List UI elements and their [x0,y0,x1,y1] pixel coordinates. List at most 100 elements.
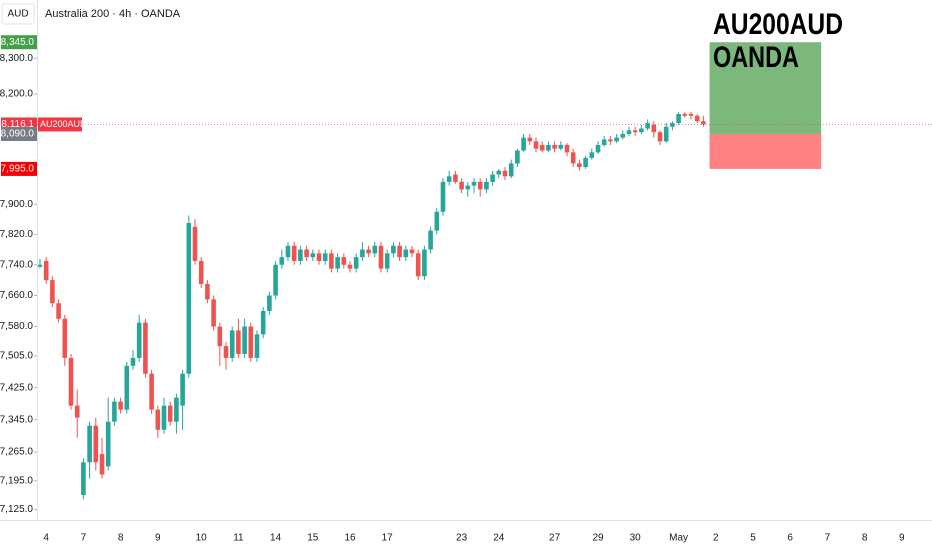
candle-body [440,181,446,212]
candle-body [422,249,427,277]
candle-body [639,128,644,133]
x-tick-label: May [669,533,688,544]
candle-body [186,223,192,374]
candle-body [335,257,340,269]
x-tick-label: 2 [713,533,719,544]
candle-body [37,264,43,267]
candle-body [614,137,619,142]
candle-body [608,139,613,142]
x-tick-label: 6 [787,533,793,544]
candle-body [248,326,254,358]
price-label: 7,995.0 [1,164,35,175]
candle-body [645,123,650,129]
x-tick-label: 5 [750,533,756,544]
x-tick-label: 4 [43,533,49,544]
x-tick-label: 23 [456,533,468,544]
candle-body [167,405,173,422]
symbol-tag-box [38,117,82,132]
candle-body [391,245,396,254]
candle-body [372,245,378,254]
y-tick-label: 7,425.0 [0,382,33,393]
symbol-tag: AU200AUD [40,119,87,129]
price-label: 8,090.0 [1,129,35,140]
price-label-box [1,126,37,141]
price-label: 8,116.1 [1,119,34,130]
price-label: 8,345.0 [1,37,35,48]
candle-body [310,253,316,258]
currency[interactable]: AUD [7,9,28,20]
candle-body [484,181,489,190]
y-tick-label: 7,820.0 [0,229,33,240]
candle-body [651,124,657,133]
candle-body [558,144,564,149]
candle-body [459,181,464,190]
candle-body [291,245,297,261]
candle-body [583,157,588,168]
candle-body [217,326,223,347]
watermark-symbol: AU200AUD [713,8,843,41]
candle-body [564,144,570,153]
candle-body [670,123,675,127]
candle-body [434,211,440,231]
candle-body [508,163,514,177]
candle-body [124,365,130,410]
candle-body [570,152,576,164]
candle-body [446,176,452,182]
candle-body [260,310,266,335]
candle-body [515,150,520,164]
candle-body [595,144,601,153]
candle-body [329,253,334,269]
x-tick-label: 27 [549,533,561,544]
y-tick-label: 7,195.0 [0,475,33,486]
candle-body [74,405,80,418]
currency-box[interactable] [1,3,35,25]
candle-body [477,181,483,190]
candle-body [68,357,74,406]
candle-body [384,253,390,269]
candle-body [105,421,111,467]
x-tick-label: 8 [118,533,124,544]
candle-body [552,144,557,149]
candle-body [93,425,99,463]
y-tick-label: 7,660.0 [0,290,33,301]
x-tick-label: 17 [382,533,394,544]
candle-body [347,264,353,269]
watermark-broker: OANDA [713,41,799,74]
candle-body [99,454,105,475]
price-label-box [1,35,37,50]
candle-body [143,322,148,374]
candle-body [546,144,551,151]
y-tick-label: 8,200.0 [0,89,33,100]
y-tick-label: 7,505.0 [0,351,33,362]
candle-body [471,181,477,186]
candle-body [205,283,210,300]
candle-body [694,115,700,122]
candle-body [229,330,235,358]
candle-body [118,401,123,410]
candle-body [527,137,533,142]
candle-body [701,121,706,125]
candle-body [428,230,433,250]
candle-body [155,409,161,430]
candle-body [403,249,409,258]
candle-body [577,163,582,168]
x-tick-label: 11 [233,533,244,544]
candle-body [43,260,49,281]
candle-body [657,132,663,142]
y-tick-label: 7,740.0 [0,259,33,270]
x-tick-label: 29 [592,533,604,544]
candle-body [366,249,371,254]
candle-body [223,346,229,358]
candle-body [112,401,117,422]
plot: 8,300.0 8,200.0 7,900.0 7,820.0 7,740.0 7,660… [0,42,932,544]
candle-body [136,322,142,358]
candle-body [62,318,68,358]
candle-body [180,373,185,406]
candle-body [50,280,55,304]
y-tick-label: 8,300.0 [0,53,33,64]
candle-body [211,299,216,327]
candle-body [676,113,681,124]
candle-body [397,245,402,258]
candle-body [316,253,322,261]
